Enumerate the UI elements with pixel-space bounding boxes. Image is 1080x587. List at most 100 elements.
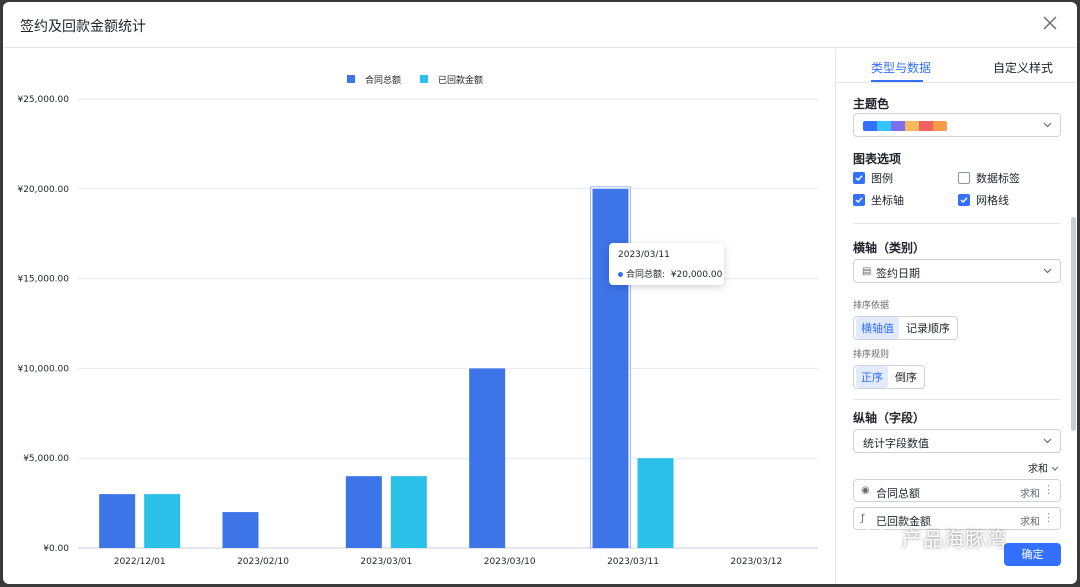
sort-ascending[interactable]: 正序	[856, 366, 888, 388]
chevron-down-icon	[1043, 438, 1052, 444]
sort-rule-segmented: 正序 倒序	[853, 365, 925, 389]
x-tick-label: 2023/02/10	[237, 557, 289, 567]
close-icon[interactable]	[1041, 14, 1059, 32]
tooltip-series-dot	[618, 272, 623, 277]
confirm-button[interactable]: 确定	[1004, 543, 1061, 566]
y-field-name: 已回款金额	[876, 515, 931, 528]
option-data-labels[interactable]: 数据标签	[958, 170, 1020, 186]
bar	[99, 494, 136, 548]
watermark-text: 产品海豚湾	[902, 527, 1007, 551]
x-tick-label: 2023/03/10	[484, 557, 536, 567]
bar-chart: ¥0.00 ¥5,000.00 ¥10,000.00 ¥15,000.00 ¥20,00…	[17, 74, 818, 567]
settings-panel: 类型与数据 自定义样式 主题色 图表选项 图例 数据标签 坐标轴 网格线 横轴（…	[835, 49, 1077, 584]
legend-label: 图例	[871, 172, 893, 185]
chart-settings-dialog: 签约及回款金额统计 ¥0.00 ¥5,000.00 ¥10,000.00 ¥15,00…	[3, 2, 1077, 584]
sort-by-segmented: 横轴值 记录顺序	[853, 316, 958, 340]
y-axis-mode-select[interactable]: 统计字段数值	[853, 429, 1061, 453]
sort-by-record-order[interactable]: 记录顺序	[906, 322, 950, 335]
chart-options-title: 图表选项	[853, 152, 902, 166]
chevron-down-icon	[1043, 268, 1052, 274]
theme-palette	[863, 121, 947, 131]
x-tick-label: 2022/12/01	[114, 557, 166, 567]
gridlines-checkbox[interactable]	[958, 194, 970, 206]
axis-label: 坐标轴	[871, 194, 904, 207]
y-tick-label: ¥5,000.00	[23, 454, 69, 464]
palette-swatch	[863, 121, 877, 131]
legend-swatch	[347, 75, 355, 83]
axis-checkbox[interactable]	[853, 194, 865, 206]
aggregate-all-label: 求和	[1028, 464, 1048, 475]
y-axis-title: 纵轴（字段）	[853, 411, 926, 425]
settings-tabs: 类型与数据 自定义样式	[836, 49, 1077, 83]
wechat-logo-icon	[863, 526, 894, 549]
gridlines-label: 网格线	[976, 194, 1009, 207]
x-axis-field-value: 签约日期	[876, 267, 920, 280]
sort-rule-label: 排序规则	[853, 350, 890, 360]
theme-color-title: 主题色	[853, 97, 890, 111]
more-icon[interactable]: ⋮	[1043, 483, 1054, 496]
y-tick-label: ¥20,000.00	[17, 185, 69, 195]
chevron-down-icon	[1043, 122, 1052, 128]
theme-color-select[interactable]	[853, 113, 1061, 137]
x-tick-label: 2023/03/11	[607, 557, 659, 567]
more-icon[interactable]: ⋮	[1043, 511, 1054, 524]
dialog-header: 签约及回款金额统计	[3, 2, 1077, 48]
palette-swatch	[905, 121, 919, 131]
x-tick-label: 2023/03/12	[730, 557, 782, 567]
legend-label: 已回款金额	[438, 74, 483, 86]
bar	[345, 476, 382, 548]
option-gridlines[interactable]: 网格线	[958, 192, 1009, 208]
option-axis[interactable]: 坐标轴	[853, 192, 904, 208]
y-axis-mode-value: 统计字段数值	[863, 437, 929, 450]
bar	[144, 494, 181, 548]
sort-by-label: 排序依据	[853, 301, 890, 311]
sort-by-axis-value[interactable]: 横轴值	[856, 317, 899, 339]
settings-scrollbar[interactable]	[1071, 217, 1076, 431]
option-legend[interactable]: 图例	[853, 170, 893, 186]
palette-swatch	[891, 121, 905, 131]
bar	[390, 476, 427, 548]
tab-type-and-data[interactable]: 类型与数据	[871, 61, 932, 75]
sort-descending[interactable]: 倒序	[895, 371, 917, 384]
x-axis-title: 横轴（类别）	[853, 241, 926, 255]
y-field-name: 合同总额	[876, 487, 920, 500]
palette-swatch	[919, 121, 933, 131]
tooltip-row: 合同总额: ¥20,000.00	[618, 267, 722, 280]
y-field-aggregation[interactable]: 求和	[1020, 489, 1040, 500]
x-axis-field-select[interactable]: ▤ 签约日期	[853, 259, 1061, 283]
chevron-down-icon	[1051, 466, 1059, 471]
data-labels-checkbox[interactable]	[958, 172, 970, 184]
legend-swatch	[420, 75, 428, 83]
section-divider	[853, 223, 1061, 224]
y-field-row[interactable]: ƒ 已回款金额 求和 ⋮	[853, 507, 1061, 530]
y-field-aggregation[interactable]: 求和	[1020, 517, 1040, 528]
dialog-title: 签约及回款金额统计	[20, 19, 146, 35]
tab-active-indicator	[871, 80, 923, 82]
bar	[637, 458, 674, 548]
data-labels-label: 数据标签	[976, 172, 1020, 185]
y-tick-label: ¥0.00	[43, 544, 69, 554]
chart-tooltip: 2023/03/11 合同总额: ¥20,000.00	[609, 243, 724, 285]
watermark: 产品海豚湾	[862, 523, 1007, 552]
number-field-icon: ◉	[861, 485, 870, 496]
tooltip-date: 2023/03/11	[618, 250, 670, 260]
calendar-icon: ▤	[862, 266, 872, 277]
y-tick-label: ¥25,000.00	[17, 95, 69, 105]
legend-label: 合同总额	[365, 74, 401, 86]
y-field-row[interactable]: ◉ 合同总额 求和 ⋮	[853, 479, 1061, 502]
y-tick-label: ¥15,000.00	[17, 275, 69, 285]
y-tick-label: ¥10,000.00	[17, 364, 69, 374]
palette-swatch	[933, 121, 947, 131]
bar	[469, 368, 506, 548]
legend-checkbox[interactable]	[853, 172, 865, 184]
aggregate-all-dropdown[interactable]: 求和	[1028, 460, 1059, 475]
chart-area: ¥0.00 ¥5,000.00 ¥10,000.00 ¥15,000.00 ¥20,00…	[3, 49, 835, 584]
tab-custom-style[interactable]: 自定义样式	[993, 61, 1054, 75]
tooltip-series-label: 合同总额:	[626, 270, 666, 280]
x-tick-label: 2023/03/01	[360, 557, 412, 567]
formula-field-icon: ƒ	[861, 513, 865, 524]
section-divider	[853, 399, 1061, 400]
palette-swatch	[877, 121, 891, 131]
tooltip-value: ¥20,000.00	[670, 270, 723, 280]
bar	[222, 512, 259, 548]
